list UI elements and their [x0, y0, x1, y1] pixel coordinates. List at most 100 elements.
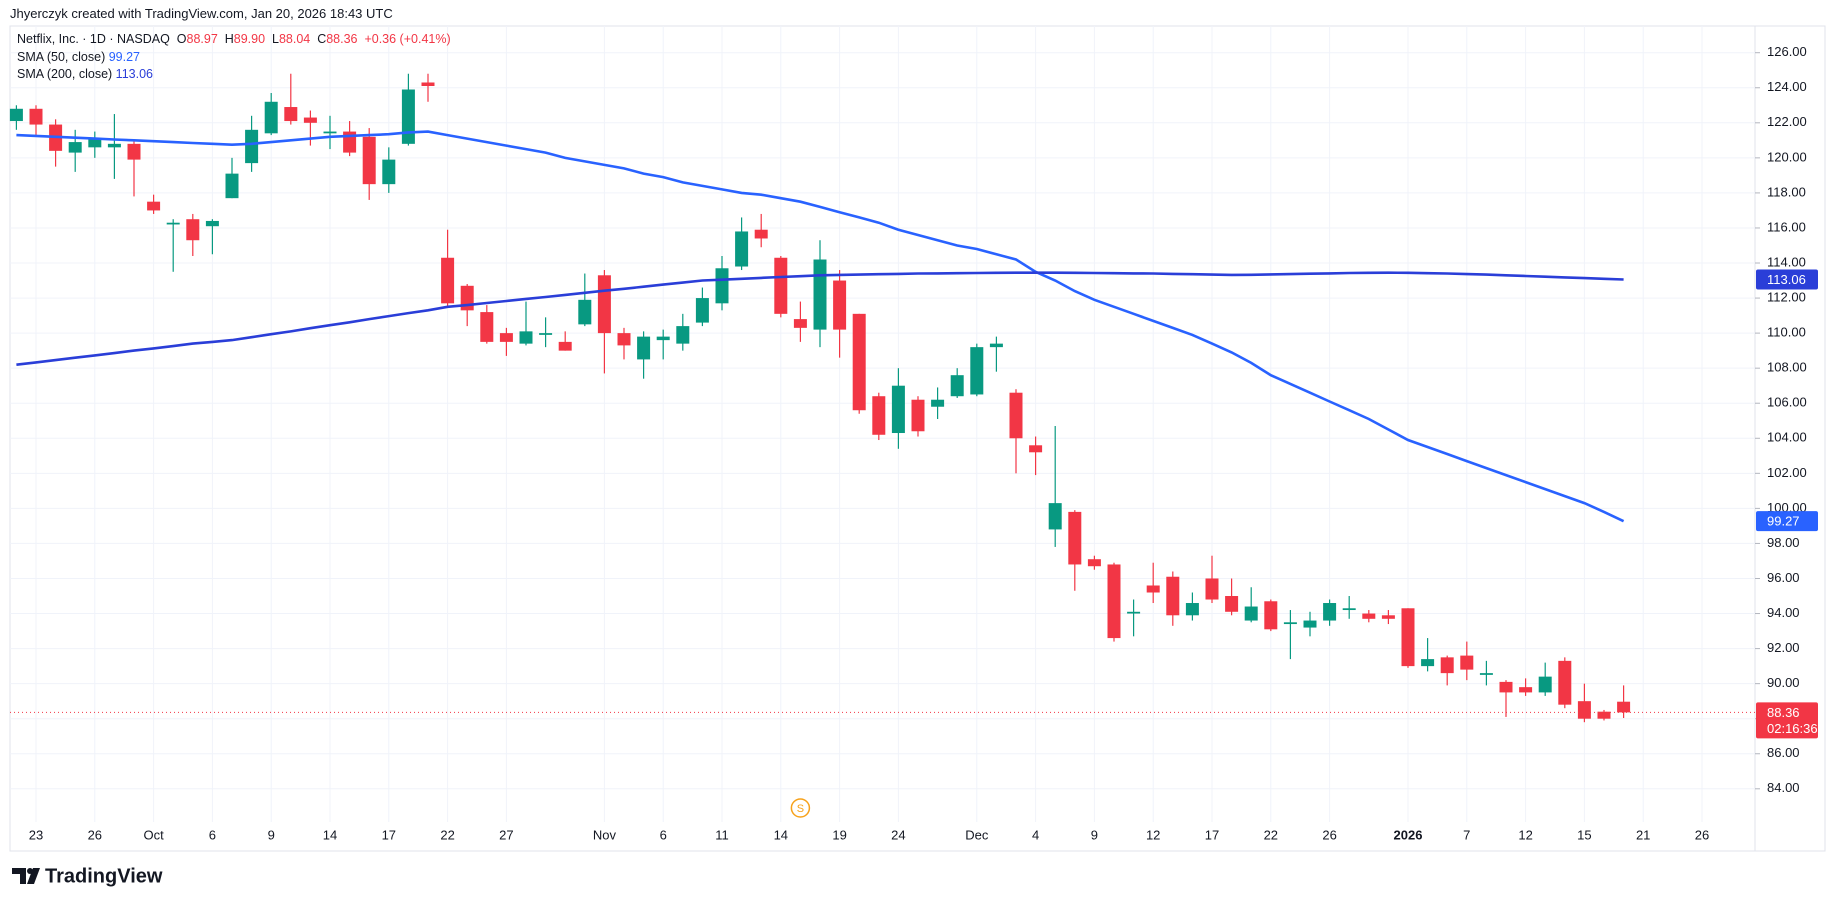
- logo-dot: [27, 868, 33, 874]
- x-tick-label: 12: [1146, 827, 1160, 842]
- x-tick-label: 26: [1322, 827, 1336, 842]
- candle-body: [539, 333, 553, 335]
- candle-body: [88, 138, 102, 148]
- candle-body: [421, 82, 435, 86]
- legend-value: 99.27: [108, 49, 140, 64]
- legend-name: SMA (50, close): [17, 49, 106, 64]
- candle-body: [1479, 673, 1493, 675]
- legend-row: Netflix, Inc. · 1D · NASDAQ O88.97 H89.9…: [17, 31, 451, 49]
- x-tick-label: 19: [832, 827, 846, 842]
- candle-body: [1362, 613, 1376, 619]
- sma-line: [16, 130, 1625, 523]
- candle-body: [833, 280, 847, 330]
- x-tick-label: 17: [1205, 827, 1219, 842]
- candle-body: [1225, 596, 1239, 612]
- candle-body: [1538, 676, 1552, 693]
- y-tick-label: 96.00: [1767, 570, 1800, 585]
- candle-body: [382, 159, 396, 185]
- candle-body: [1264, 601, 1278, 630]
- candle-body: [950, 375, 964, 397]
- logo-icon: [12, 868, 40, 884]
- candle-body: [323, 131, 337, 134]
- candle-body: [891, 385, 905, 434]
- price-badge-label: 113.06: [1767, 272, 1806, 287]
- candle-body: [1323, 603, 1337, 621]
- candle-body: [1440, 657, 1454, 674]
- y-tick-label: 112.00: [1767, 290, 1806, 305]
- x-tick-label: 7: [1463, 827, 1470, 842]
- candle-body: [401, 89, 415, 144]
- candle-body: [1617, 701, 1631, 713]
- price-badge: [1756, 511, 1818, 532]
- candle-body: [989, 343, 1003, 348]
- event-marker: [790, 798, 811, 818]
- candle-body: [1558, 660, 1572, 705]
- candle-body: [9, 108, 23, 122]
- candle-body: [147, 201, 161, 211]
- x-tick-label: 27: [499, 827, 513, 842]
- sma-line: [16, 271, 1624, 366]
- candle-body: [1146, 585, 1160, 593]
- legend-row: SMA (200, close) 113.06: [17, 66, 451, 84]
- legend-value: 89.90: [233, 32, 266, 46]
- y-tick-label: 122.00: [1767, 114, 1807, 129]
- candle-body: [558, 341, 572, 351]
- event-marker-label: S: [797, 803, 804, 815]
- x-tick-label: 21: [1636, 827, 1650, 842]
- candle-body: [1519, 687, 1533, 693]
- candle-body: [911, 399, 925, 432]
- candle-body: [499, 333, 513, 342]
- x-tick-label: Nov: [593, 827, 617, 842]
- candle-body: [1127, 611, 1141, 614]
- candle-body: [480, 312, 494, 342]
- candle-body: [970, 347, 984, 395]
- x-tick-label: 26: [1695, 827, 1709, 842]
- x-tick-label: 6: [660, 827, 667, 842]
- legend-value: 88.97: [186, 32, 218, 46]
- candle-body: [29, 108, 43, 125]
- candle-body: [1381, 615, 1395, 619]
- x-tick-label: Dec: [965, 827, 989, 842]
- candle-body: [637, 336, 651, 360]
- x-tick-label: 22: [440, 827, 454, 842]
- x-tick-label: 17: [382, 827, 396, 842]
- logo: TradingView: [12, 865, 163, 887]
- candle-body: [225, 173, 239, 199]
- candle-body: [597, 275, 611, 334]
- x-tick-label: 23: [29, 827, 43, 842]
- x-tick-label: 11: [715, 827, 729, 842]
- candle-body: [931, 399, 945, 407]
- x-tick-label: 14: [323, 827, 337, 842]
- logo-text: TradingView: [45, 865, 163, 887]
- x-tick-label: 9: [268, 827, 275, 842]
- legend-value: 113.06: [115, 67, 153, 81]
- candle-body: [1068, 511, 1082, 565]
- x-tick-label: 2026: [1394, 827, 1423, 842]
- candle-body: [1244, 606, 1258, 621]
- candle-body: [1342, 608, 1356, 611]
- x-tick-label: Oct: [143, 827, 164, 842]
- header: Jhyerczyk created with TradingView.com, …: [10, 6, 393, 21]
- candle-body: [1421, 659, 1435, 667]
- x-tick-label: 6: [209, 827, 216, 842]
- y-tick-label: 104.00: [1767, 430, 1807, 445]
- y-tick-label: 116.00: [1767, 219, 1806, 234]
- candle-body: [1166, 576, 1180, 616]
- y-tick-label: 126.00: [1767, 44, 1807, 59]
- candle-body: [127, 143, 141, 160]
- symbol: Netflix, Inc. · 1D · NASDAQ: [17, 32, 170, 46]
- candle-body: [774, 257, 788, 314]
- legend-row: SMA (50, close) 99.27: [17, 49, 451, 67]
- y-tick-label: 90.00: [1767, 675, 1800, 690]
- x-tick-label: 12: [1518, 827, 1532, 842]
- candle-body: [1283, 622, 1297, 625]
- candle-body: [264, 101, 278, 134]
- candle-body: [754, 229, 768, 239]
- price-badge: [1756, 269, 1818, 290]
- x-tick-label: 24: [891, 827, 905, 842]
- legend-key: O: [176, 32, 187, 46]
- price-badge: [1756, 702, 1818, 739]
- y-tick-label: 114.00: [1767, 254, 1806, 269]
- candle-body: [1205, 578, 1219, 600]
